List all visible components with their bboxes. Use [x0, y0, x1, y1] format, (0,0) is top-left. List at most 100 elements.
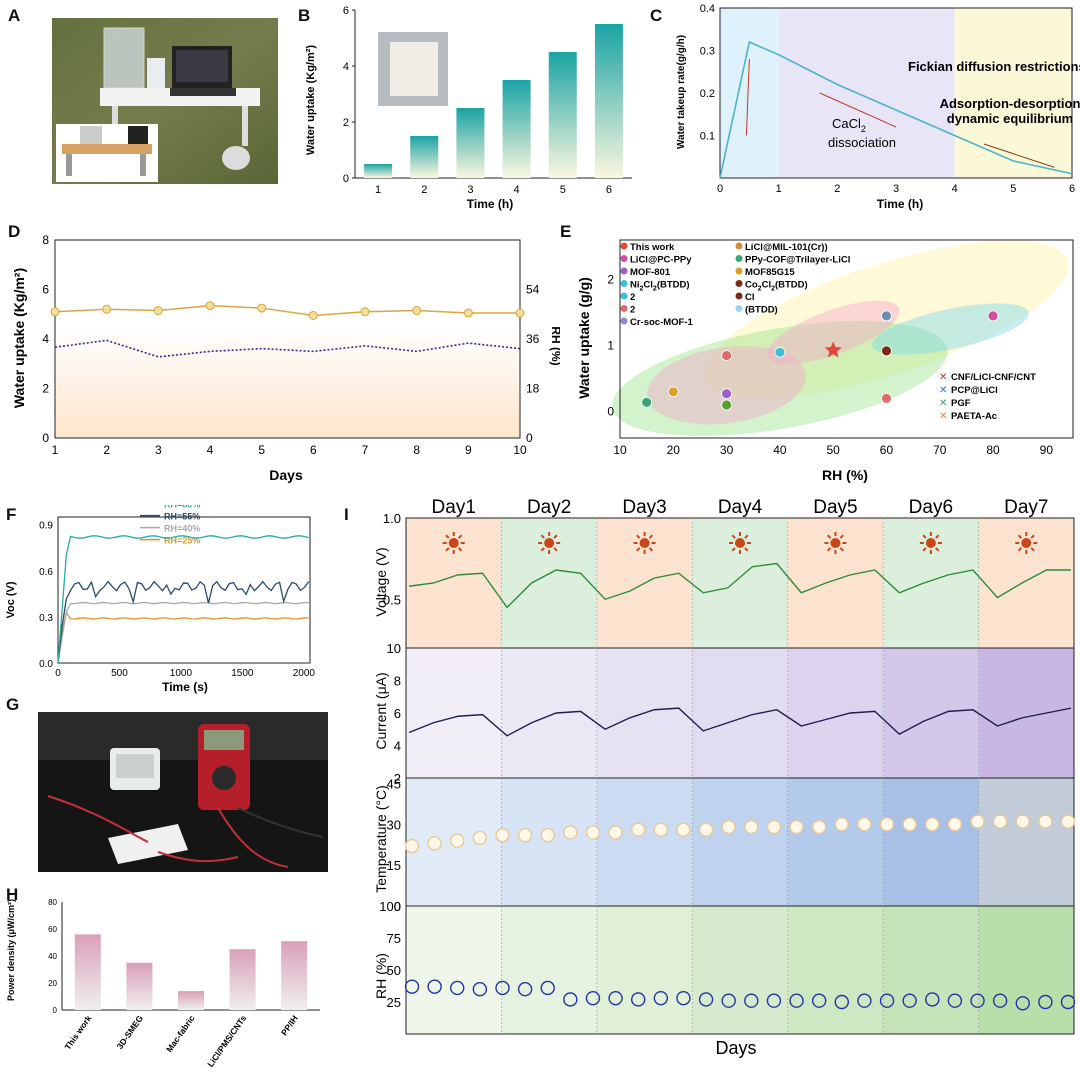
panel-i-temp-point	[427, 836, 442, 851]
panel-i-day-bg	[406, 518, 502, 648]
panel-b-ytick-label: 4	[343, 61, 349, 73]
panel-b-svg: 0 2 4 6 1 2 3 4 5 6 Water uptake (Kg/m²) Time (h)	[305, 5, 632, 211]
panel-i-day-bg	[596, 906, 693, 1034]
panel-f-ytick-label: 0.3	[39, 613, 53, 624]
panel-i-rh-point	[1060, 994, 1076, 1010]
panel-d-xtick-label: 6	[310, 443, 317, 457]
panel-f-legend-label: RH=55%	[164, 512, 200, 522]
panel-i-sun-ray	[826, 534, 832, 539]
panel-i-temp-point	[495, 827, 510, 843]
panel-e-xtick-label: 30	[720, 443, 734, 457]
panel-i-sun-ray	[648, 534, 654, 539]
panel-d-bg-fill	[55, 326, 520, 438]
panel-h-xtick-label: This work	[62, 1013, 93, 1051]
panel-e-legend2-marker: ✕	[939, 411, 947, 422]
panel-i-sun-ray	[636, 547, 641, 552]
panel-e-legend-ppy-cof-marker	[735, 255, 743, 262]
panel-d-uptake-point	[308, 310, 318, 320]
panel-f-xtick-label: 1500	[231, 668, 254, 679]
panel-i-sun-ray	[1017, 534, 1023, 539]
panel-i-rh-point	[744, 993, 759, 1008]
panel-i-day-bg	[692, 518, 788, 648]
panel-e-chart: 0 1 2 10 20 30 40 50 60 70 80 90 This work LiCl@MIL-…	[565, 228, 1080, 490]
panel-e-svg: 0 1 2 10 20 30 40 50 60 70 80 90 This work LiCl@MIL-…	[576, 239, 1074, 483]
panel-e-legend2-marker: ✕	[939, 398, 947, 409]
panel-e-point	[721, 399, 732, 411]
panel-h-bar	[178, 991, 204, 1010]
panel-e-point	[721, 388, 732, 400]
panel-i-sun-ray	[648, 547, 654, 552]
panel-e-legend-cr-soc: 2	[630, 292, 635, 303]
panel-d-xtick-label: 7	[362, 443, 369, 457]
panel-f-line-1	[57, 601, 309, 664]
panel-e-legend-mof-801-marker	[620, 267, 628, 275]
panel-i-temp-point	[721, 819, 736, 835]
panel-e-legend-ni2cl2-part: Cl	[643, 280, 653, 291]
panel-label-b: B	[298, 6, 311, 25]
panel-i-day-bg	[692, 778, 788, 906]
panel-f-line-2	[57, 580, 310, 664]
panel-i-rh-point	[698, 992, 714, 1007]
panel-i-temp-point	[879, 817, 895, 832]
panel-f-legend-label: RH=80%	[164, 505, 200, 510]
panel-b-chart: 0 2 4 6 1 2 3 4 5 6 Water uptake (Kg/m²) Time (h)	[300, 0, 640, 215]
panel-e-ytick-label: 2	[607, 273, 614, 287]
panel-c-xtick-label: 0	[717, 183, 723, 195]
panel-i-rh-point	[811, 993, 827, 1008]
panel-e-xlabel: RH (%)	[822, 467, 868, 483]
panel-d-svg: 0 2 4 6 8 0 18 36 54 1 2 3 4 5 6 7 8 9 10 Water uptake (Kg…	[11, 233, 563, 483]
panel-e-legend-mof85g15: MOF85G15	[745, 267, 795, 278]
panel-h-ytick-label: 60	[48, 925, 57, 934]
panel-e-legend-cr-soc-marker	[620, 292, 628, 300]
panel-f-ytick-label: 0.6	[39, 567, 53, 578]
panel-d-xtick-label: 3	[155, 443, 162, 457]
panel-i-sun-ray	[553, 547, 558, 552]
multimeter-setup-illustration	[38, 712, 328, 872]
panel-i-sun-ray	[935, 547, 940, 552]
panel-i-sun-ray	[744, 547, 749, 552]
panel-i-temp-point	[450, 833, 465, 848]
panel-i-rh-point	[495, 980, 510, 996]
panel-i-sun-ray	[457, 547, 463, 552]
panel-f-line-3	[57, 535, 309, 664]
panel-h-ytick-label: 20	[48, 979, 57, 988]
panel-i-day-bg	[978, 906, 1074, 1034]
panel-e-legend-bc-sa-go-marker	[735, 292, 743, 300]
panel-i-temp-point	[1038, 814, 1053, 829]
panel-e-legend-mof-801: MOF-801	[630, 267, 671, 278]
panel-i-sun-icon	[925, 538, 936, 548]
panel-i-sun-ray	[839, 534, 844, 539]
panel-i-rh-point	[1015, 996, 1030, 1011]
panel-e-legend-bc-sa-go: Cl	[745, 292, 755, 303]
panel-e-point	[641, 396, 653, 408]
panel-i-sun-icon	[830, 538, 841, 548]
panel-c-ytick-label: 0.2	[700, 88, 715, 100]
panel-i-rh-point	[472, 982, 488, 997]
panel-i-day-bg	[692, 648, 788, 778]
panel-c-annot-equilibrium: dynamic equilibrium	[947, 111, 1073, 126]
panel-d-frame	[54, 239, 521, 439]
panel-e-legend-co2cl2-part: Co	[745, 280, 758, 291]
panel-i-sun-ray	[445, 534, 450, 539]
panel-i-ytick-label: 45	[387, 776, 401, 791]
panel-a-photo	[52, 18, 278, 184]
panel-h-bar	[126, 962, 153, 1010]
panel-i-day-label: Day4	[718, 497, 763, 518]
panel-h-bar	[281, 941, 308, 1010]
panel-i-xlabel: Days	[715, 1038, 756, 1058]
panel-d-uptake-point	[463, 308, 473, 318]
panel-e-legend-sa-cnts: 2	[630, 305, 635, 316]
panel-i-rh-point	[902, 993, 917, 1008]
panel-i-day-bg	[978, 648, 1074, 778]
panel-f-line-0	[57, 610, 309, 664]
panel-e-legend-nbha: (BTDD)	[745, 305, 778, 316]
panel-e-xtick-label: 20	[667, 443, 681, 457]
panel-d-uptake-line	[54, 304, 520, 317]
panel-i-sun-ray	[553, 534, 558, 539]
panel-e-legend2-item: CNF/LiCl-CNF/CNT	[951, 372, 1036, 383]
panel-d-xtick-label: 1	[52, 443, 59, 457]
panel-d-uptake-point	[50, 307, 60, 317]
panel-d-xtick-label: 5	[258, 443, 265, 457]
panel-e-legend-licl-pc-ppy: LiCl@PC-PPy	[630, 255, 692, 266]
panel-i-day-bg	[406, 648, 502, 778]
